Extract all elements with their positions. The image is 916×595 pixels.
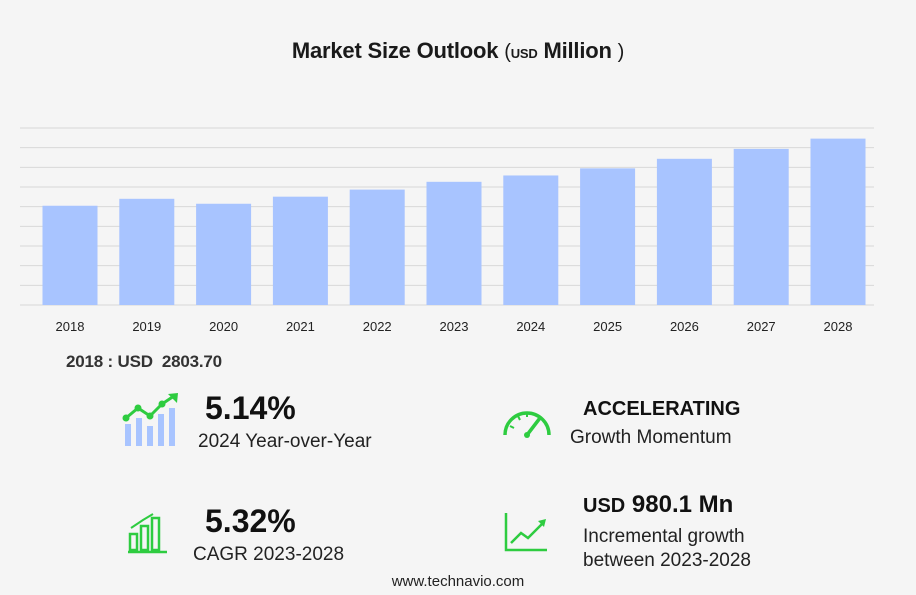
incremental-prefix: USD xyxy=(583,495,626,517)
x-tick-2028: 2028 xyxy=(824,319,853,334)
bar-2019 xyxy=(119,198,175,305)
bar-2024 xyxy=(503,175,559,305)
incremental-label-line1: Incremental growth xyxy=(583,526,745,547)
x-tick-2020: 2020 xyxy=(209,319,238,334)
bar-2027 xyxy=(733,148,789,305)
x-tick-2023: 2023 xyxy=(440,319,469,334)
title-unit: USD xyxy=(510,46,538,61)
base-year-amount: 2803.70 xyxy=(161,352,222,371)
x-tick-2026: 2026 xyxy=(670,319,699,334)
growth-chart-icon xyxy=(122,393,178,446)
yoy-value: 5.14% xyxy=(205,390,296,426)
bar-chart-icon xyxy=(128,513,167,554)
momentum-value: ACCELERATING xyxy=(583,398,741,420)
cagr-label: CAGR 2023-2028 xyxy=(193,544,345,565)
bar-2022 xyxy=(349,189,405,305)
base-year-value: 2018 : USD 2803.70 xyxy=(66,352,222,372)
title-open-paren: ( xyxy=(504,41,511,63)
x-tick-2025: 2025 xyxy=(593,319,622,334)
base-year-label: 2018 : USD xyxy=(66,352,153,371)
cagr-value: 5.32% xyxy=(205,503,296,539)
x-tick-2019: 2019 xyxy=(132,319,161,334)
bar-2018 xyxy=(42,205,98,305)
title-scale: Million xyxy=(543,38,612,63)
x-tick-2022: 2022 xyxy=(363,319,392,334)
x-tick-2021: 2021 xyxy=(286,319,315,334)
speedometer-icon xyxy=(503,411,551,438)
bar-2028 xyxy=(810,138,866,305)
bar-2020 xyxy=(196,203,252,305)
momentum-label: Growth Momentum xyxy=(570,427,732,448)
chart-title: Market Size Outlook (USD Million ) xyxy=(0,38,916,64)
incremental-amount: 980.1 Mn xyxy=(631,491,734,518)
title-main: Market Size Outlook xyxy=(291,38,499,63)
footer-url: www.technavio.com xyxy=(391,573,525,590)
bar-2025 xyxy=(580,168,636,305)
incremental-value: USD 980.1 Mn xyxy=(583,491,733,519)
bar-2021 xyxy=(272,196,328,305)
yoy-label: 2024 Year-over-Year xyxy=(198,431,372,452)
title-close-paren: ) xyxy=(617,41,625,63)
trend-line-icon xyxy=(504,513,547,552)
bar-2023 xyxy=(426,181,482,305)
bar-2026 xyxy=(656,158,712,305)
bar-chart: 2018 2019 2020 2021 2022 2023 2024 2025 2026 2027… xyxy=(20,127,874,334)
x-tick-2024: 2024 xyxy=(516,319,545,334)
incremental-label-line2: between 2023-2028 xyxy=(583,550,751,571)
x-tick-2018: 2018 xyxy=(56,319,85,334)
x-tick-2027: 2027 xyxy=(747,319,776,334)
